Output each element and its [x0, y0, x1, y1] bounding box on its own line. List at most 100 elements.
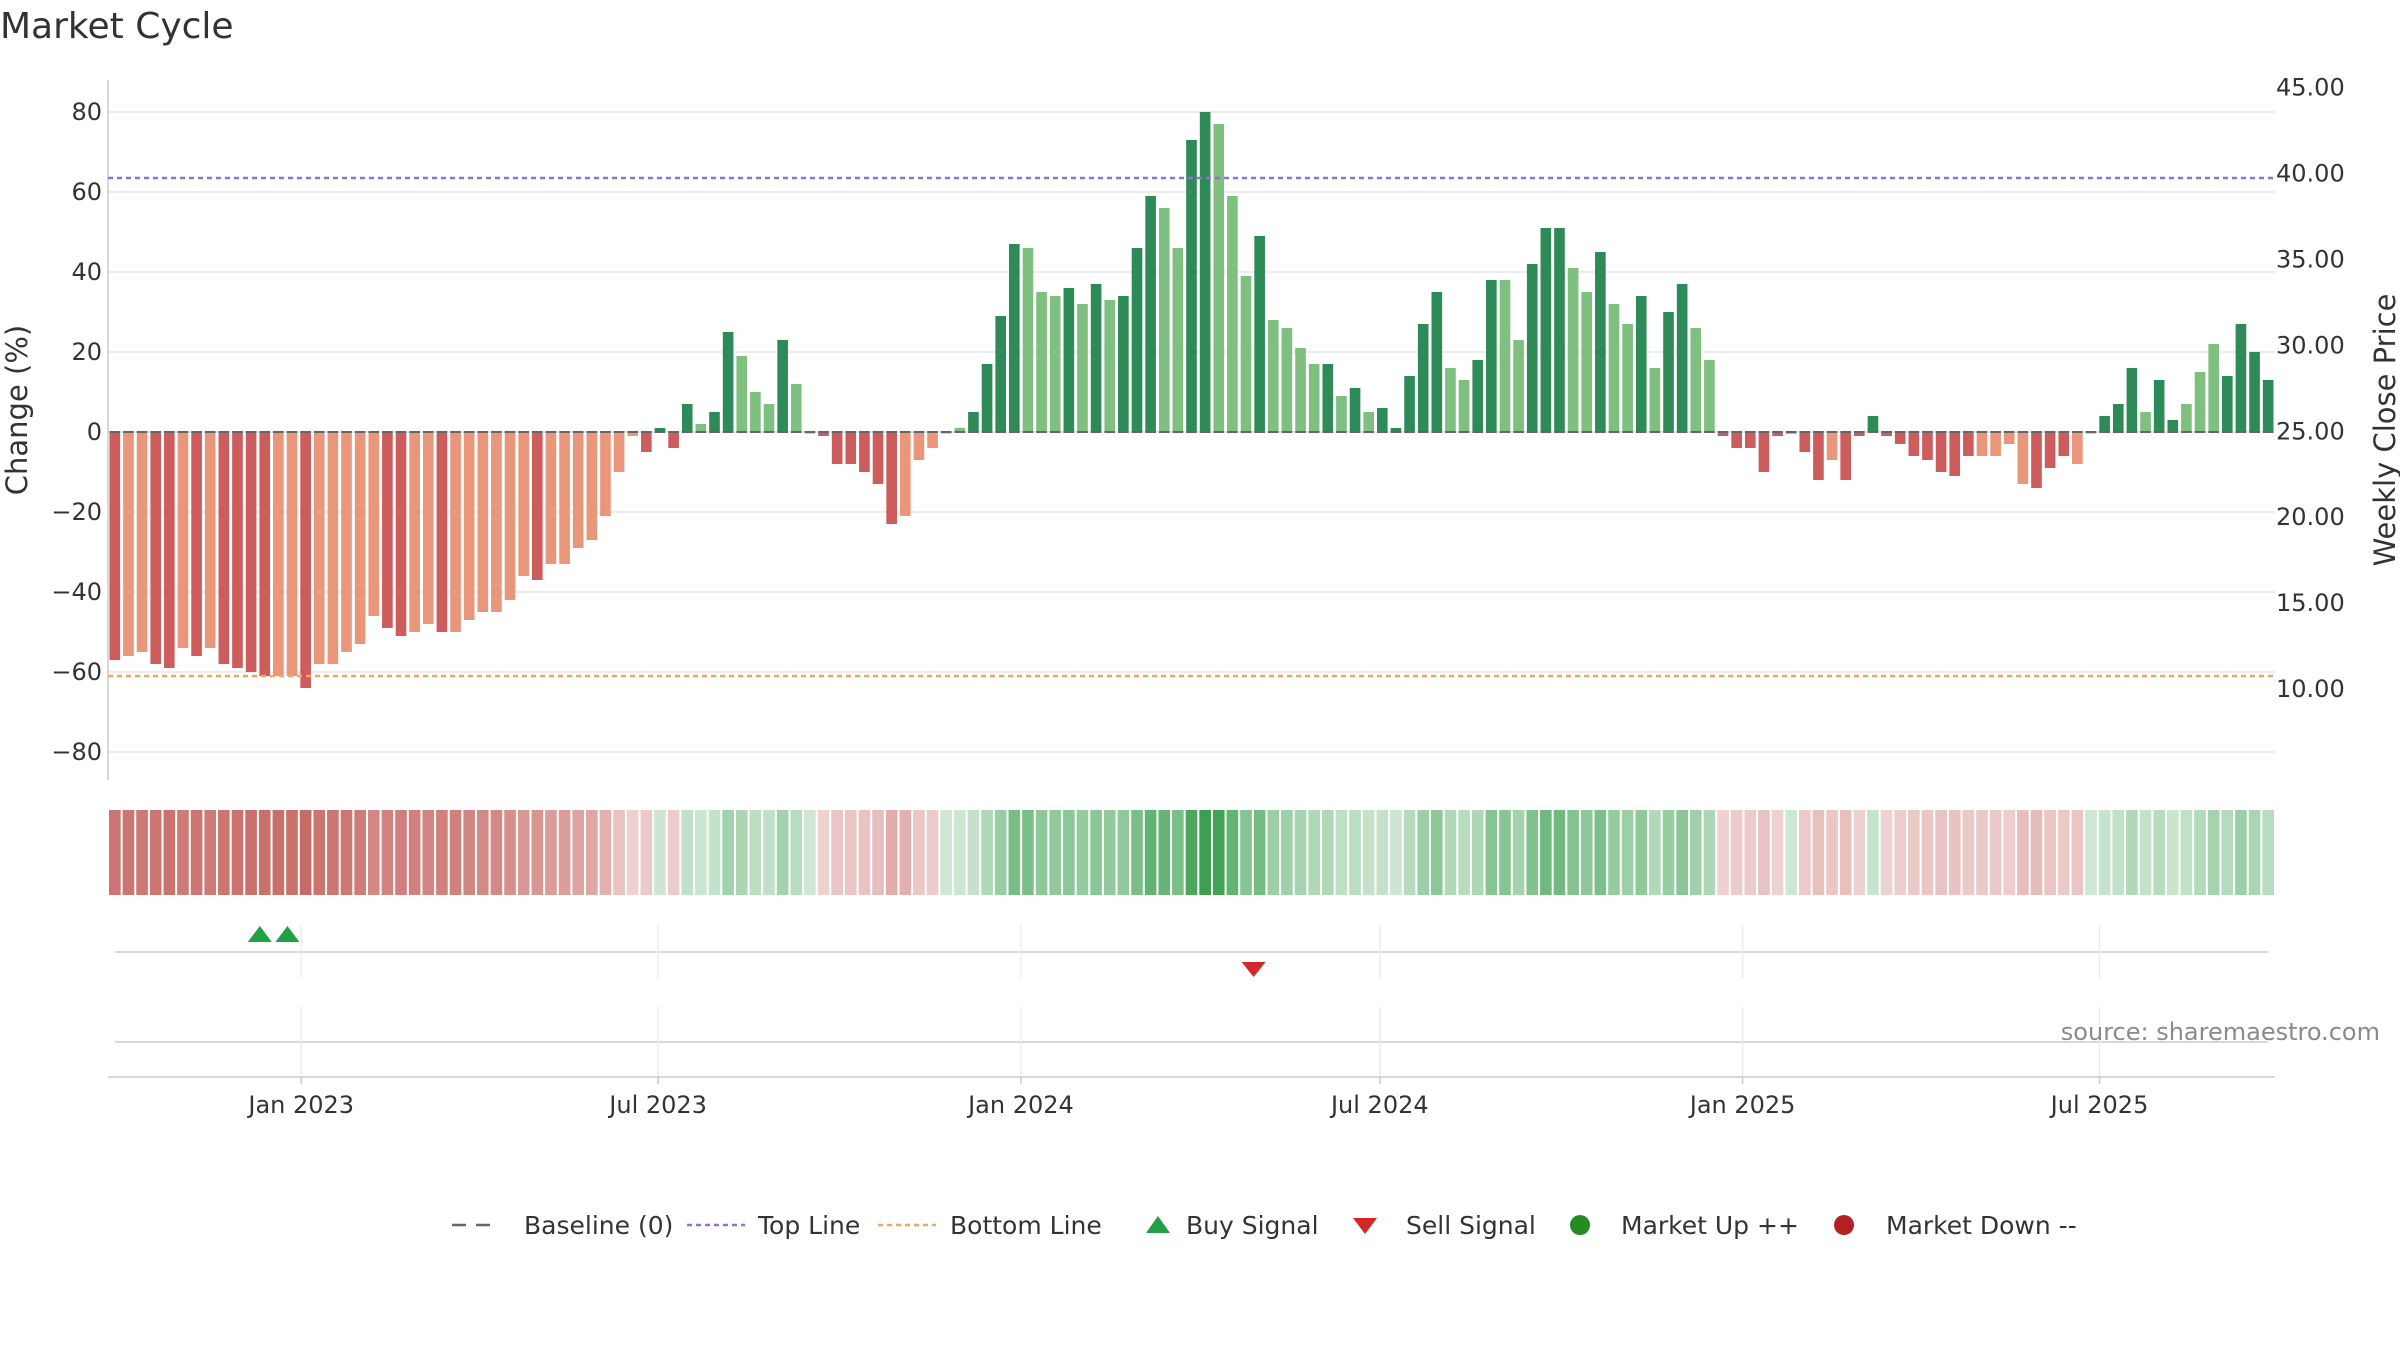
heat-cell — [381, 810, 394, 895]
bar — [641, 432, 652, 452]
bar — [2153, 380, 2165, 432]
y-tick-label: −40 — [51, 578, 102, 606]
bar — [1118, 296, 1129, 432]
bar — [191, 432, 202, 656]
heat-cell — [708, 810, 721, 895]
y2-tick-label: 20.00 — [2276, 503, 2345, 531]
heat-cell — [2071, 810, 2084, 895]
heat-cell — [463, 810, 475, 895]
bar — [313, 432, 325, 664]
heat-cell — [2262, 810, 2274, 895]
bar — [572, 432, 584, 548]
bar — [368, 432, 380, 616]
bar — [681, 404, 693, 432]
bar — [899, 432, 911, 516]
heat-cell — [354, 810, 366, 895]
bar — [232, 432, 243, 668]
heat-cell — [204, 810, 217, 895]
y2-tick-label: 30.00 — [2276, 331, 2345, 359]
heat-cell — [272, 810, 285, 895]
heat-cell — [1948, 810, 1961, 895]
heat-cell — [1349, 810, 1361, 895]
heat-cell — [231, 810, 244, 895]
heat-cell — [2017, 810, 2029, 895]
heat-cell — [1553, 810, 1566, 895]
y2-tick-label: 25.00 — [2276, 417, 2345, 445]
bar — [531, 432, 543, 580]
bar — [1009, 244, 1020, 432]
y2-tick-label: 40.00 — [2276, 160, 2345, 188]
buy-signal-marker — [275, 926, 300, 942]
heat-cell — [1771, 810, 1784, 895]
heat-cell — [313, 810, 326, 895]
bar — [2167, 420, 2179, 432]
heat-cell — [258, 810, 271, 895]
bar — [1227, 196, 1238, 432]
bar — [450, 432, 461, 632]
x-axis-ticks: Jan 2023 Jul 2023 Jan 2024 Jul 2024 Jan 2025… — [246, 1077, 2148, 1119]
heat-cell — [2248, 810, 2261, 895]
heat-cell — [1471, 810, 1484, 895]
bar — [204, 432, 216, 648]
bar — [2221, 376, 2233, 432]
heat-cell — [2139, 810, 2152, 895]
bar — [627, 432, 639, 436]
bar — [286, 432, 298, 676]
bar — [586, 432, 598, 540]
heat-cell — [1621, 810, 1634, 895]
heat-cell — [913, 810, 925, 895]
bar — [1254, 236, 1265, 432]
bar — [736, 356, 748, 432]
legend-label: Baseline (0) — [524, 1211, 673, 1240]
bar — [395, 432, 407, 636]
heat-cell — [640, 810, 653, 895]
bar — [341, 432, 352, 652]
y-axis-ticks: −80 −60 −40 −20 0 20 40 60 80 — [51, 98, 102, 766]
heat-cell — [586, 810, 598, 895]
heat-cell — [367, 810, 380, 895]
heat-cell — [1689, 810, 1702, 895]
bar — [859, 432, 870, 472]
bar — [1104, 300, 1116, 432]
heat-cell — [1744, 810, 1757, 895]
bar — [886, 432, 897, 524]
bar — [1022, 248, 1034, 432]
legend-item-up: Market Up ++ — [1570, 1211, 1799, 1240]
heat-cell — [1253, 810, 1266, 895]
bar — [409, 432, 420, 632]
heat-cell — [1199, 810, 1211, 895]
heat-cell — [395, 810, 407, 895]
sell-signal-icon — [1353, 1218, 1377, 1234]
heat-cell — [572, 810, 585, 895]
heat-cell — [1008, 810, 1021, 895]
bar — [981, 364, 993, 432]
bar — [273, 432, 284, 676]
bar — [1486, 280, 1497, 432]
bar — [2262, 380, 2274, 432]
bar — [1758, 432, 1770, 472]
heat-cell — [340, 810, 353, 895]
y-tick-label: 80 — [71, 98, 102, 126]
legend-label: Bottom Line — [950, 1211, 1102, 1240]
heat-cell — [1240, 810, 1252, 895]
heat-cell — [286, 810, 298, 895]
bar — [1881, 432, 1892, 436]
heat-cell — [1022, 810, 1034, 895]
heat-cell — [1335, 810, 1348, 895]
bar — [382, 432, 393, 628]
heat-cell — [1921, 810, 1934, 895]
heat-cell — [1390, 810, 1402, 895]
heat-cell — [981, 810, 993, 895]
heat-cell — [504, 810, 516, 895]
heat-cell — [2207, 810, 2220, 895]
bar — [518, 432, 529, 576]
heat-cell — [953, 810, 966, 895]
heat-cell — [177, 810, 189, 895]
heat-cell — [1703, 810, 1716, 895]
bar — [1308, 364, 1320, 432]
bar — [300, 432, 311, 688]
heat-cell — [654, 810, 666, 895]
heat-cell — [749, 810, 762, 895]
bar — [968, 412, 979, 432]
bar — [750, 392, 761, 432]
